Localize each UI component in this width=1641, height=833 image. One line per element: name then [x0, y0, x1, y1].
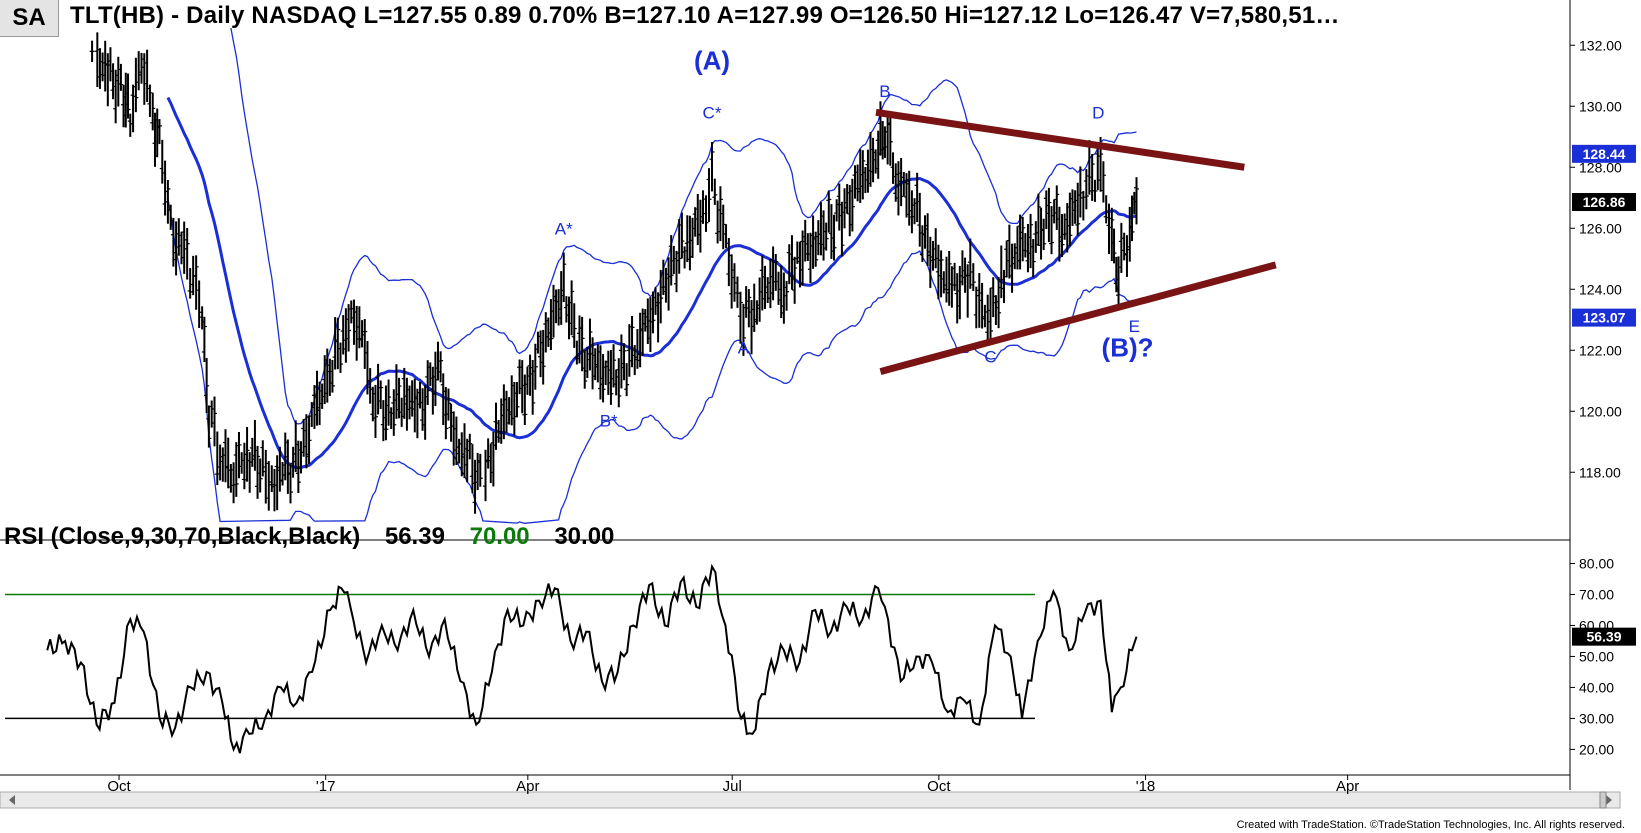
price-value-tag: 126.86: [1572, 193, 1636, 212]
rsi-tick-label: 30.00: [1579, 710, 1614, 726]
rsi-tick-label: 80.00: [1579, 555, 1614, 571]
scroll-right-icon: [1606, 795, 1612, 805]
time-tick-label: Oct: [927, 778, 951, 795]
trendline-lower: [879, 261, 1277, 375]
price-value-tag-box: [1572, 193, 1636, 212]
wave-label: C: [984, 347, 996, 366]
price-value-tag-box: [1572, 308, 1636, 327]
rsi-value-tag-text: 56.39: [1586, 629, 1621, 645]
scroll-left-icon: [9, 795, 15, 805]
price-value-tag-text: 128.44: [1583, 146, 1626, 162]
wave-label: A: [738, 338, 750, 357]
price-tick-label: 120.00: [1579, 403, 1622, 419]
rsi-upper-level: 70.00: [469, 523, 530, 550]
copyright-footer: Created with TradeStation. ©TradeStation…: [1236, 819, 1625, 831]
upper-band-line: [230, 27, 1137, 425]
wave-label: B: [879, 82, 890, 101]
symbol-badge[interactable]: SA: [0, 0, 59, 37]
horizontal-scrollbar: [0, 791, 1621, 809]
time-tick-label: Oct: [107, 778, 131, 795]
wave-label: (B)?: [1102, 332, 1154, 362]
price-tick-label: 130.00: [1579, 98, 1622, 114]
price-value-tag-text: 123.07: [1583, 310, 1626, 326]
price-value-tag: 128.44: [1572, 144, 1636, 163]
rsi-line: [46, 563, 1138, 754]
moving-average-line: [166, 96, 1137, 470]
wave-label: C*: [703, 103, 722, 122]
price-tick-label: 132.00: [1579, 37, 1622, 53]
price-tick-label: 124.00: [1579, 281, 1622, 297]
rsi-tick-label: 20.00: [1579, 741, 1614, 757]
rsi-value: 56.39: [384, 523, 445, 550]
rsi-tick-label: 40.00: [1579, 679, 1614, 695]
scrollbar-thumb: [1599, 791, 1607, 809]
wave-label: A*: [555, 219, 573, 238]
chart-header-title: TLT(HB) - Daily NASDAQ L=127.55 0.89 0.7…: [70, 2, 1340, 29]
wave-label: E: [1129, 317, 1140, 336]
time-tick-label: '17: [316, 778, 336, 795]
rsi-label: RSI (Close,9,30,70,Black,Black): [4, 523, 361, 550]
price-tick-label: 128.00: [1579, 159, 1622, 175]
rsi-tick-label: 70.00: [1579, 586, 1614, 602]
price-tick-label: 122.00: [1579, 342, 1622, 358]
rsi-value-tag: 56.39: [1572, 627, 1636, 646]
wave-label: D: [1092, 103, 1104, 122]
wave-label: B*: [600, 412, 618, 431]
price-tick-label: 118.00: [1579, 464, 1621, 480]
rsi-lower-level: 30.00: [554, 523, 615, 550]
time-tick-label: Jul: [723, 778, 742, 795]
trendline-upper: [875, 108, 1245, 171]
time-tick-label: Apr: [1336, 778, 1359, 795]
rsi-header: RSI (Close,9,30,70,Black,Black) 56.39 70…: [4, 523, 632, 551]
price-value-tag-text: 126.86: [1583, 194, 1626, 210]
time-tick-label: Apr: [516, 778, 539, 795]
rsi-tick-label: 50.00: [1579, 648, 1614, 664]
price-tick-label: 126.00: [1579, 220, 1622, 236]
price-value-tag-box: [1572, 144, 1636, 163]
rsi-value-tag-box: [1572, 627, 1636, 646]
time-tick-label: '18: [1136, 778, 1156, 795]
price-value-tag: 123.07: [1572, 308, 1636, 327]
wave-label: (A): [694, 46, 730, 76]
